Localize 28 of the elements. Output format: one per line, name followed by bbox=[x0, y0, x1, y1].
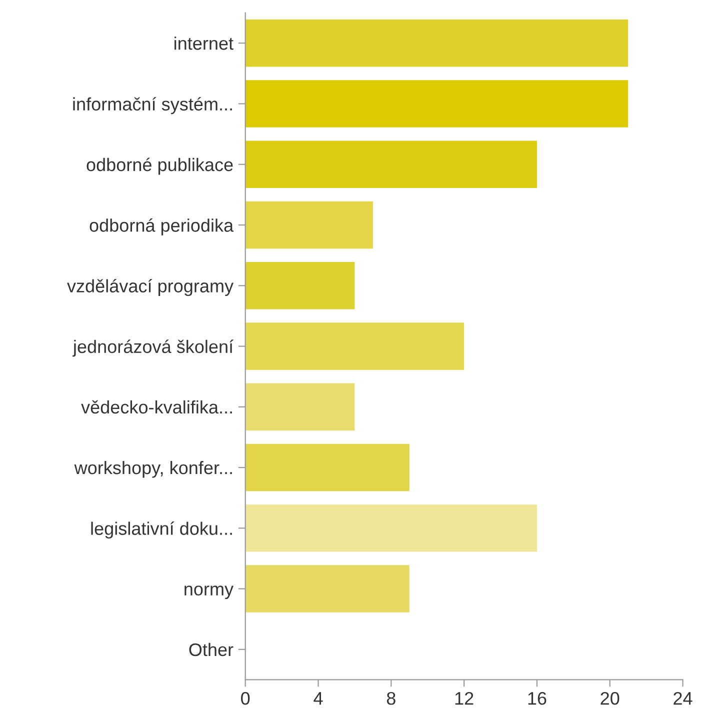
bar bbox=[245, 322, 464, 370]
bar bbox=[245, 444, 410, 492]
x-tick-label: 16 bbox=[528, 692, 546, 705]
y-tick-label: odborná periodika bbox=[90, 218, 234, 236]
x-tick-label: 12 bbox=[455, 692, 474, 705]
y-tick-label: jednorázová školení bbox=[72, 340, 234, 357]
y-tick-label: informační systém... bbox=[73, 97, 232, 114]
y-tick-label: vědecko-kvalifika... bbox=[81, 400, 232, 414]
bar bbox=[245, 504, 537, 552]
bar bbox=[245, 565, 410, 612]
y-tick-label: workshopy, konfer... bbox=[74, 460, 232, 478]
y-tick-label: odborné publikace bbox=[86, 158, 233, 175]
x-tick-label: 20 bbox=[600, 692, 620, 705]
y-tick-label: internet bbox=[174, 36, 234, 50]
bar bbox=[245, 262, 355, 310]
x-tick-label: 4 bbox=[314, 692, 323, 705]
bar bbox=[245, 383, 355, 431]
y-tick-label: Other bbox=[189, 642, 234, 656]
y-tick-label: normy bbox=[184, 586, 234, 600]
bar bbox=[245, 201, 373, 249]
x-tick-label: 24 bbox=[674, 692, 692, 705]
bar bbox=[245, 19, 628, 67]
x-tick-label: 0 bbox=[241, 692, 250, 705]
x-tick-label: 8 bbox=[386, 692, 396, 705]
bar bbox=[245, 80, 628, 128]
bar bbox=[245, 140, 537, 188]
y-tick-label: vzdělávací programy bbox=[67, 278, 234, 296]
y-tick-label: legislativní doku... bbox=[91, 521, 232, 539]
